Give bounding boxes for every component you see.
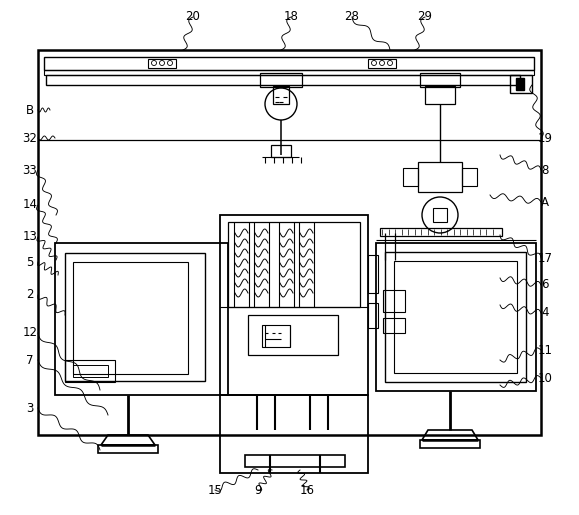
Text: 8: 8 [541, 163, 549, 177]
Text: 14: 14 [23, 198, 38, 212]
Bar [403, 168, 418, 186]
Text: B: B [26, 104, 34, 116]
Bar [368, 59, 396, 68]
Bar [394, 261, 517, 373]
Text: 10: 10 [537, 371, 552, 385]
Bar [228, 222, 360, 307]
Bar [420, 440, 480, 448]
Bar [260, 73, 302, 87]
Text: 12: 12 [23, 327, 38, 339]
Bar [44, 70, 534, 75]
Text: A: A [541, 196, 549, 209]
Text: 6: 6 [541, 279, 549, 291]
Text: 19: 19 [537, 131, 552, 145]
Text: 16: 16 [299, 484, 314, 496]
Bar [245, 455, 345, 467]
Bar [248, 315, 338, 355]
Text: 29: 29 [417, 10, 433, 24]
Bar [73, 262, 188, 374]
Bar [273, 86, 289, 104]
Text: 32: 32 [23, 131, 38, 145]
Bar [148, 59, 176, 68]
Bar [368, 255, 378, 293]
Text: 20: 20 [185, 10, 200, 24]
Bar [420, 73, 460, 87]
Bar [383, 318, 405, 333]
Text: 7: 7 [26, 353, 34, 367]
Polygon shape [516, 78, 524, 90]
Bar [271, 145, 291, 157]
Bar [38, 50, 541, 435]
Bar [385, 252, 526, 382]
Bar [418, 162, 462, 192]
Bar [65, 253, 205, 381]
Bar [220, 215, 368, 395]
Bar [262, 325, 290, 347]
Bar [376, 243, 536, 391]
Text: 4: 4 [541, 306, 549, 319]
Bar [46, 75, 520, 85]
Text: 9: 9 [254, 484, 262, 496]
Text: 5: 5 [26, 255, 34, 268]
Bar [383, 290, 405, 312]
Bar [220, 395, 368, 473]
Bar [462, 168, 477, 186]
Text: 28: 28 [345, 10, 360, 24]
Bar [380, 228, 502, 236]
Bar [368, 303, 378, 328]
Bar [73, 365, 108, 377]
Bar [44, 57, 534, 70]
Text: 18: 18 [284, 10, 298, 24]
Bar [65, 360, 115, 382]
Bar [425, 86, 455, 104]
Text: 11: 11 [537, 344, 552, 356]
Text: 2: 2 [26, 288, 34, 301]
Text: 15: 15 [207, 484, 222, 496]
Text: 17: 17 [537, 251, 552, 265]
Bar [433, 208, 447, 222]
Bar [55, 243, 228, 395]
Bar [510, 75, 532, 93]
Bar [98, 445, 158, 453]
Text: 3: 3 [26, 402, 34, 415]
Text: 33: 33 [23, 163, 38, 177]
Text: 13: 13 [23, 231, 38, 244]
